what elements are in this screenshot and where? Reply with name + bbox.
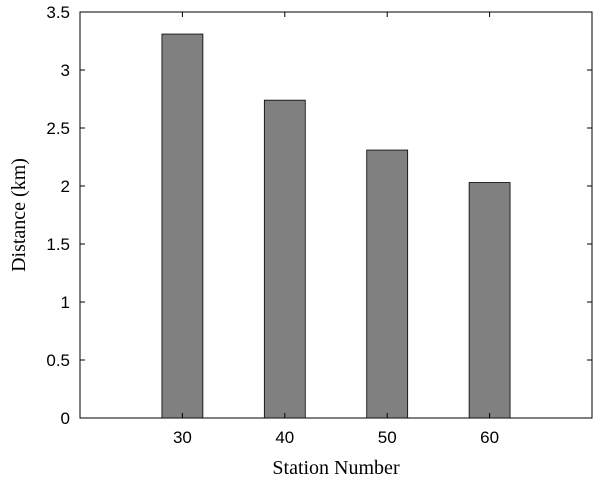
y-tick-label: 2.5: [46, 119, 70, 138]
axis-ticks: 30 40 50 60 0 0.5 1 1.5 2 2.5 3 3.5: [46, 3, 592, 447]
bar-30: [161, 33, 204, 419]
x-axis-label: Station Number: [272, 457, 400, 479]
y-axis-label: Distance (km): [8, 158, 30, 272]
y-tick-label: 3.5: [46, 3, 70, 22]
y-tick-label: 1: [61, 293, 70, 312]
y-tick-label: 2: [61, 177, 70, 196]
y-tick-label: 1.5: [46, 235, 70, 254]
bar-60: [468, 182, 511, 419]
y-tick-label: 0.5: [46, 351, 70, 370]
x-tick-label: 30: [173, 428, 192, 447]
bars: [161, 33, 511, 419]
bar-40: [263, 99, 306, 419]
y-tick-label: 3: [61, 61, 70, 80]
bar-50: [366, 149, 409, 419]
axes-frame: [79, 11, 593, 419]
plot-area: 30 40 50 60 0 0.5 1 1.5 2 2.5 3 3.5: [46, 3, 593, 447]
x-tick-label: 60: [480, 428, 499, 447]
y-tick-label: 0: [61, 409, 70, 428]
x-tick-label: 40: [275, 428, 294, 447]
x-tick-label: 50: [378, 428, 397, 447]
